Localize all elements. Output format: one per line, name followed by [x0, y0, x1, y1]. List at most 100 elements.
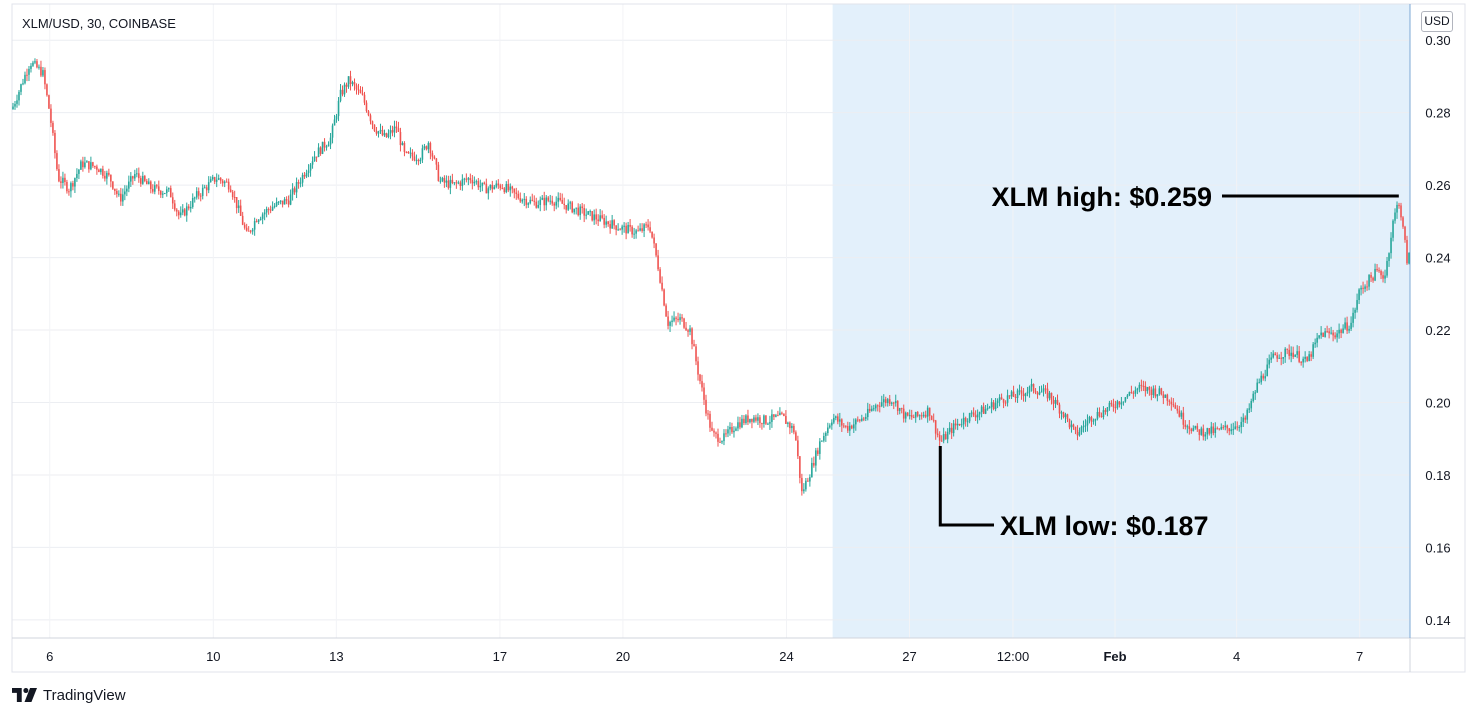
candle-body [161, 193, 164, 195]
candle-body [267, 208, 270, 210]
brand[interactable]: TradingView [12, 685, 126, 705]
candle-body [315, 156, 318, 158]
candle-body [990, 402, 993, 408]
candle-body [177, 211, 180, 216]
candle-body [1360, 287, 1362, 290]
candle-body [1072, 424, 1075, 427]
candle-body [385, 133, 388, 138]
candle-body [801, 477, 803, 492]
candle-body [120, 193, 122, 202]
candle-body [90, 162, 92, 170]
candle-body [647, 224, 649, 228]
candle-body [106, 172, 108, 179]
candle-body [393, 126, 396, 133]
candle-body [749, 418, 751, 423]
candle-body [1198, 429, 1201, 435]
candle-body [116, 190, 118, 195]
candle-body [1374, 268, 1376, 281]
candle-body [1132, 392, 1135, 394]
candle-body [1244, 417, 1247, 420]
candle-body [763, 415, 765, 424]
candle-body [701, 381, 703, 388]
candle-body [1178, 410, 1181, 417]
candle-body [697, 361, 699, 375]
candle-body [781, 412, 783, 414]
candle-body [579, 206, 581, 216]
candle-body [1304, 356, 1306, 359]
time-axis-ticks: 6 10 13 17 20 24 27 12:00 Feb 4 7 [46, 649, 1363, 664]
candle-body [956, 423, 959, 426]
candle-body [495, 183, 498, 187]
candle-body [1240, 421, 1243, 428]
candle-body [958, 423, 961, 425]
candle-body [565, 205, 568, 210]
candle-body [171, 197, 174, 204]
candle-body [1252, 393, 1255, 402]
candle-body [140, 178, 142, 184]
candle-body [1168, 400, 1171, 402]
candle-body [928, 407, 931, 416]
candle-body [1362, 287, 1364, 289]
candle-body [707, 413, 709, 415]
candle-body [1018, 390, 1021, 392]
candle-body [795, 432, 797, 441]
candle-body [72, 183, 74, 187]
candle-body [395, 126, 398, 129]
candle-body [213, 177, 216, 182]
candle-body [753, 417, 755, 422]
candle-body [723, 433, 725, 442]
candle-body [255, 221, 258, 223]
candle-body [825, 433, 827, 436]
candle-body [429, 143, 432, 154]
candle-body [1262, 375, 1265, 379]
candle-body [433, 156, 436, 159]
candle-body [1342, 328, 1344, 333]
outer-frame [11, 3, 1466, 673]
candle-body [483, 182, 486, 184]
candle-body [505, 183, 508, 193]
candle-body [199, 195, 202, 197]
candle-body [1398, 204, 1400, 206]
candle-body [163, 193, 166, 195]
candle-body [1106, 407, 1109, 412]
candle-body [425, 146, 428, 150]
candle-body [888, 399, 891, 404]
candle-body [1316, 337, 1318, 343]
candle-body [982, 406, 985, 414]
candle-body [1392, 220, 1394, 238]
candle-body [343, 84, 346, 95]
candle-body [1052, 399, 1055, 404]
candle-body [717, 433, 719, 442]
candle-body [868, 408, 871, 411]
currency-button[interactable]: USD [1421, 11, 1453, 32]
candle-body [1170, 401, 1173, 405]
candle-body [539, 199, 542, 205]
candle-body [860, 418, 863, 421]
candle-body [809, 477, 811, 482]
candle-body [551, 200, 554, 204]
candle-body [1358, 289, 1360, 301]
candle-body [1048, 392, 1051, 399]
candle-body [1154, 388, 1157, 397]
candle-body [421, 148, 424, 160]
candle-body [1346, 322, 1348, 331]
candle-body [852, 424, 855, 429]
candle-body [265, 208, 268, 213]
candle-body [611, 220, 613, 229]
candle-body [1086, 420, 1089, 426]
candle-body [479, 185, 482, 188]
candle-body [1070, 424, 1073, 428]
candle-body [241, 215, 244, 225]
candle-body [1246, 409, 1249, 420]
candle-body [283, 199, 286, 205]
candle-body [966, 421, 969, 423]
candle-body [829, 425, 831, 428]
candle-body [1116, 401, 1119, 408]
candle-body [1148, 387, 1151, 390]
candle-body [167, 188, 170, 190]
candle-body [934, 420, 937, 434]
candle-body [413, 156, 416, 161]
candle-body [253, 221, 256, 230]
